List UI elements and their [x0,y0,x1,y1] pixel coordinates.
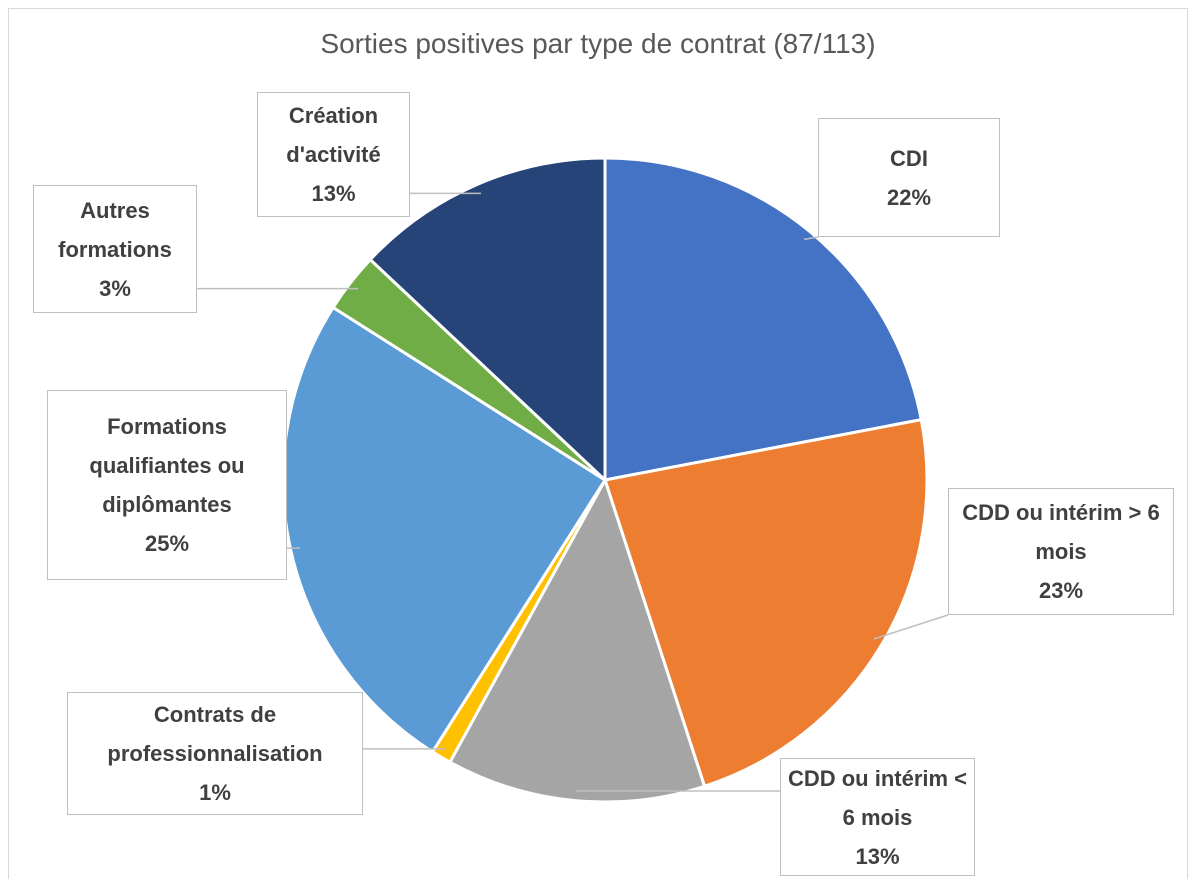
data-label-box: Formations qualifiantes ou diplômantes 25… [47,390,287,580]
data-label-box: Contrats de professionnalisation 1% [67,692,363,815]
value-label: 25% [144,531,190,556]
pie-slice [447,476,707,804]
pie-slice [368,156,607,484]
pie-slice [603,417,929,789]
category-label: Contrats de professionnalisation [107,702,323,766]
value-label: 13% [311,181,356,206]
pie-slice [603,156,924,482]
data-label-box: Création d'activité 13% [257,92,410,217]
data-label-box: CDI 22% [818,118,1000,237]
chart-frame [8,8,1188,879]
value-label: 1% [199,780,231,805]
category-label: Formations qualifiantes ou diplômantes [89,414,245,517]
category-label: Création d'activité [286,103,381,167]
category-label: Autres formations [58,197,172,262]
leader-line [873,614,949,640]
data-label-box: CDD ou intérim < 6 mois 13% [780,758,975,876]
category-label: CDI [890,145,928,171]
value-label: 3% [99,275,131,301]
category-label: CDD ou intérim < 6 mois [787,765,968,830]
category-label: CDD ou intérim > 6 mois [962,500,1160,564]
value-label: 13% [855,843,900,869]
value-label: 22% [886,184,932,210]
pie-slice [281,305,608,754]
data-label-box: CDD ou intérim > 6 mois 23% [948,488,1174,615]
data-label-box: Autres formations 3% [33,185,197,313]
chart-title: Sorties positives par type de contrat (8… [320,28,876,59]
value-label: 23% [1038,578,1084,603]
leader-line [803,236,819,241]
